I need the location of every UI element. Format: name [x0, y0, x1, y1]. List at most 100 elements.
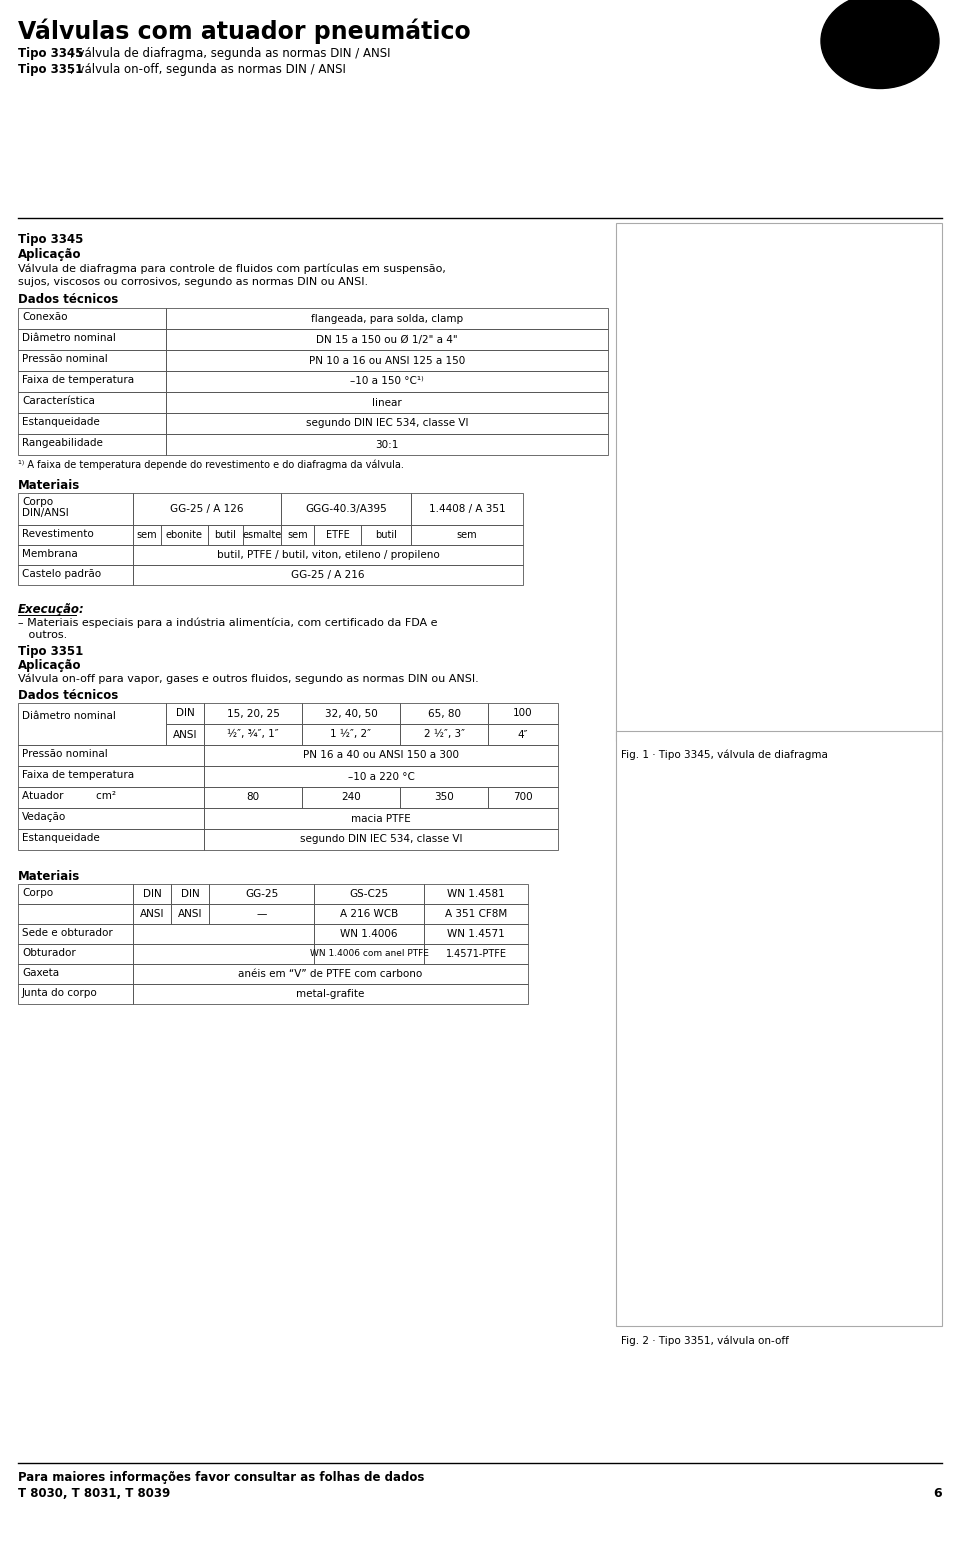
Text: segundo DIN IEC 534, classe VI: segundo DIN IEC 534, classe VI: [300, 834, 463, 844]
Bar: [133, 524, 161, 544]
Bar: [133, 945, 314, 965]
Text: —: —: [256, 909, 267, 920]
Text: Tipo 3351: Tipo 3351: [18, 64, 84, 76]
Text: sujos, viscosos ou corrosivos, segundo as normas DIN ou ANSI.: sujos, viscosos ou corrosivos, segundo a…: [18, 278, 368, 287]
Bar: [18, 413, 166, 434]
Bar: [18, 434, 166, 454]
Bar: [314, 884, 424, 904]
Bar: [18, 371, 166, 392]
Text: 4″: 4″: [517, 729, 528, 740]
Text: Conexão: Conexão: [22, 312, 67, 323]
Bar: [166, 703, 204, 724]
Bar: [133, 884, 171, 904]
Text: –10 a 150 °C¹⁾: –10 a 150 °C¹⁾: [350, 377, 423, 386]
Bar: [171, 884, 209, 904]
Text: Diâmetro nominal: Diâmetro nominal: [22, 710, 116, 721]
Text: Válvula de diafragma para controle de fluidos com partículas em suspensão,: Válvula de diafragma para controle de fl…: [18, 264, 445, 273]
Bar: [361, 524, 411, 544]
Bar: [18, 524, 133, 544]
Bar: [400, 724, 488, 744]
Bar: [281, 524, 314, 544]
Text: butil, PTFE / butil, viton, etileno / propileno: butil, PTFE / butil, viton, etileno / pr…: [217, 551, 440, 560]
Bar: [208, 524, 243, 544]
Text: Membrana: Membrana: [22, 549, 78, 558]
Bar: [166, 724, 204, 744]
Bar: [133, 493, 281, 524]
Bar: [18, 965, 133, 983]
Bar: [209, 884, 314, 904]
Text: sem: sem: [136, 530, 157, 540]
Bar: [18, 766, 204, 786]
Text: WN 1.4581: WN 1.4581: [447, 889, 505, 900]
Bar: [18, 329, 166, 351]
Text: Aplicação: Aplicação: [18, 248, 82, 261]
Bar: [166, 392, 608, 413]
Text: ANSI: ANSI: [178, 909, 203, 920]
Bar: [18, 924, 133, 945]
Text: Corpo: Corpo: [22, 496, 53, 507]
Bar: [18, 744, 204, 766]
Text: sem: sem: [457, 530, 477, 540]
Text: Característica: Característica: [22, 396, 95, 406]
Text: Materiais: Materiais: [18, 479, 81, 492]
Text: –10 a 220 °C: –10 a 220 °C: [348, 771, 415, 782]
Text: Tipo 3345: Tipo 3345: [18, 47, 84, 60]
Text: , válvula de diafragma, segunda as normas DIN / ANSI: , válvula de diafragma, segunda as norma…: [70, 47, 391, 60]
Text: Válvula on-off para vapor, gases e outros fluidos, segundo as normas DIN ou ANSI: Válvula on-off para vapor, gases e outro…: [18, 673, 479, 684]
Bar: [411, 524, 523, 544]
Text: esmalte: esmalte: [242, 530, 281, 540]
Bar: [18, 309, 166, 329]
Text: 32, 40, 50: 32, 40, 50: [324, 709, 377, 718]
Text: 1.4571-PTFE: 1.4571-PTFE: [445, 949, 507, 959]
Text: PN 10 a 16 ou ANSI 125 a 150: PN 10 a 16 ou ANSI 125 a 150: [309, 355, 466, 366]
Text: Diâmetro nominal: Diâmetro nominal: [22, 333, 116, 343]
Bar: [488, 786, 558, 808]
Bar: [314, 945, 424, 965]
Text: Para maiores informações favor consultar as folhas de dados: Para maiores informações favor consultar…: [18, 1470, 424, 1484]
Text: Atuador          cm²: Atuador cm²: [22, 791, 116, 800]
Bar: [18, 565, 133, 585]
Bar: [204, 828, 558, 850]
Text: sem: sem: [287, 530, 308, 540]
Bar: [314, 524, 361, 544]
Text: Dados técnicos: Dados técnicos: [18, 293, 118, 306]
Text: – Materiais especiais para a indústria alimentícia, com certificado da FDA e: – Materiais especiais para a indústria a…: [18, 617, 438, 628]
Text: Fig. 1 · Tipo 3345, válvula de diafragma: Fig. 1 · Tipo 3345, válvula de diafragma: [621, 749, 828, 760]
Bar: [166, 434, 608, 454]
Bar: [488, 724, 558, 744]
Text: 15, 20, 25: 15, 20, 25: [227, 709, 279, 718]
Bar: [18, 544, 133, 565]
Text: metal-grafite: metal-grafite: [297, 990, 365, 999]
Text: Materiais: Materiais: [18, 870, 81, 883]
Text: ANSI: ANSI: [140, 909, 164, 920]
Text: Corpo: Corpo: [22, 889, 53, 898]
Text: Aplicação: Aplicação: [18, 659, 82, 672]
Text: linear: linear: [372, 397, 402, 408]
Bar: [18, 351, 166, 371]
Text: Rangeabilidade: Rangeabilidade: [22, 437, 103, 448]
Text: Fig. 2 · Tipo 3351, válvula on-off: Fig. 2 · Tipo 3351, válvula on-off: [621, 1335, 789, 1346]
Bar: [133, 924, 314, 945]
Text: anéis em “V” de PTFE com carbono: anéis em “V” de PTFE com carbono: [238, 969, 422, 979]
Text: ¹⁾ A faixa de temperatura depende do revestimento e do diafragma da válvula.: ¹⁾ A faixa de temperatura depende do rev…: [18, 459, 404, 470]
Text: 350: 350: [434, 793, 454, 802]
Text: Dados técnicos: Dados técnicos: [18, 689, 118, 703]
Text: Sede e obturador: Sede e obturador: [22, 927, 112, 938]
Text: Pressão nominal: Pressão nominal: [22, 749, 108, 758]
Text: butil: butil: [375, 530, 396, 540]
Bar: [166, 413, 608, 434]
Bar: [424, 924, 528, 945]
Text: WN 1.4571: WN 1.4571: [447, 929, 505, 938]
Text: ebonite: ebonite: [166, 530, 203, 540]
Text: GG-25 / A 216: GG-25 / A 216: [291, 571, 365, 580]
Text: GG-25: GG-25: [245, 889, 278, 900]
Text: Revestimento: Revestimento: [22, 529, 94, 540]
Text: ETFE: ETFE: [325, 530, 349, 540]
Bar: [314, 924, 424, 945]
Text: 100: 100: [514, 709, 533, 718]
Text: 30:1: 30:1: [375, 439, 398, 450]
Text: ½″, ¾″, 1″: ½″, ¾″, 1″: [228, 729, 278, 740]
Bar: [209, 904, 314, 924]
Bar: [281, 493, 411, 524]
Bar: [616, 731, 942, 1326]
